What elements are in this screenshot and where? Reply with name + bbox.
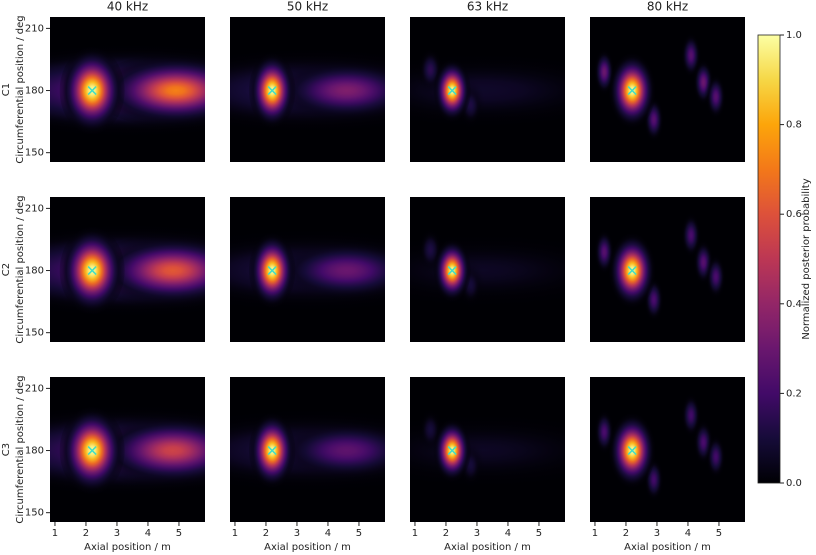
y-tick-label: 180 xyxy=(25,86,44,97)
panel xyxy=(50,17,205,162)
row-label: C3 xyxy=(1,443,12,456)
true-location-marker xyxy=(447,266,457,276)
true-location-marker xyxy=(447,446,457,456)
y-tick-label: 210 xyxy=(25,383,44,394)
true-location-marker xyxy=(447,86,457,96)
column-title: 80 kHz xyxy=(647,0,688,14)
y-tick-label: 210 xyxy=(25,23,44,34)
y-tick-label: 150 xyxy=(25,508,44,519)
colorbar-tick-label: 0.0 xyxy=(786,478,802,489)
panel xyxy=(410,377,565,522)
x-tick-label: 5 xyxy=(356,528,362,539)
y-tick-label: 150 xyxy=(25,328,44,339)
heat-blob xyxy=(704,71,728,122)
x-tick-label: 3 xyxy=(114,528,120,539)
x-tick-label: 2 xyxy=(83,528,89,539)
x-tick-label: 1 xyxy=(232,528,238,539)
x-tick-label: 3 xyxy=(294,528,300,539)
x-tick-label: 4 xyxy=(145,528,151,539)
panel xyxy=(230,197,385,342)
x-tick-label: 5 xyxy=(176,528,182,539)
colorbar-tick-label: 0.2 xyxy=(786,388,802,399)
x-tick-label: 1 xyxy=(52,528,58,539)
column-title: 40 kHz xyxy=(107,0,148,14)
x-tick-label: 4 xyxy=(505,528,511,539)
panel xyxy=(590,17,745,162)
x-tick-label: 5 xyxy=(716,528,722,539)
x-tick-label: 2 xyxy=(443,528,449,539)
y-axis-label: Circumferential position / deg xyxy=(15,195,26,343)
colorbar-tick-label: 0.4 xyxy=(786,299,802,310)
true-location-marker xyxy=(87,266,97,276)
true-location-marker xyxy=(267,86,277,96)
x-axis-label: Axial position / m xyxy=(444,542,531,553)
panel xyxy=(50,197,205,342)
y-tick-label: 150 xyxy=(25,148,44,159)
y-axis-label: Circumferential position / deg xyxy=(15,15,26,163)
panel xyxy=(590,197,745,342)
x-tick-label: 2 xyxy=(623,528,629,539)
true-location-marker xyxy=(627,446,637,456)
y-tick-label: 210 xyxy=(25,203,44,214)
panel xyxy=(410,197,565,342)
panel xyxy=(230,17,385,162)
heat-blob xyxy=(262,56,385,125)
x-tick-label: 4 xyxy=(325,528,331,539)
panel xyxy=(230,377,385,522)
true-location-marker xyxy=(627,86,637,96)
y-axis-label: Circumferential position / deg xyxy=(15,375,26,523)
panel xyxy=(590,377,745,522)
heat-blob xyxy=(704,251,728,302)
colorbar-tick-label: 0.8 xyxy=(786,120,802,131)
true-location-marker xyxy=(627,266,637,276)
true-location-marker xyxy=(267,446,277,456)
x-axis-label: Axial position / m xyxy=(624,542,711,553)
x-tick-label: 3 xyxy=(654,528,660,539)
true-location-marker xyxy=(267,266,277,276)
x-tick-label: 5 xyxy=(536,528,542,539)
panel xyxy=(50,377,205,522)
heat-blob xyxy=(704,431,728,482)
colorbar xyxy=(757,34,781,484)
column-title: 50 kHz xyxy=(287,0,328,14)
heat-blob xyxy=(262,236,385,305)
row-label: C1 xyxy=(1,83,12,96)
row-label: C2 xyxy=(1,263,12,276)
y-tick-label: 180 xyxy=(25,446,44,457)
true-location-marker xyxy=(87,86,97,96)
x-tick-label: 2 xyxy=(263,528,269,539)
x-tick-label: 3 xyxy=(474,528,480,539)
true-location-marker xyxy=(87,446,97,456)
colorbar-tick-label: 0.6 xyxy=(786,209,802,220)
x-tick-label: 1 xyxy=(412,528,418,539)
x-tick-label: 4 xyxy=(685,528,691,539)
x-axis-label: Axial position / m xyxy=(264,542,351,553)
colorbar-label: Normalized posterior probability xyxy=(801,178,812,339)
y-tick-label: 180 xyxy=(25,266,44,277)
heat-blob xyxy=(262,416,385,485)
column-title: 63 kHz xyxy=(467,0,508,14)
x-tick-label: 1 xyxy=(592,528,598,539)
x-axis-label: Axial position / m xyxy=(84,542,171,553)
panel xyxy=(410,17,565,162)
colorbar-tick-label: 1.0 xyxy=(786,30,802,41)
